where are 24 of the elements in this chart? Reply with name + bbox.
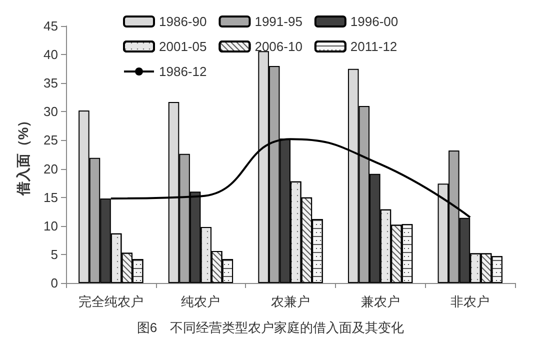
x-tick-label: 兼农户 — [360, 294, 400, 309]
x-tick-label: 纯农户 — [181, 294, 220, 309]
x-tick-label: 完全纯农户 — [78, 294, 144, 309]
y-tick-label: 35 — [44, 76, 58, 91]
legend-label: 1986-12 — [159, 64, 207, 79]
legend-label: 1986-90 — [159, 14, 207, 29]
y-tick-label: 5 — [50, 246, 58, 262]
y-tick-label: 30 — [44, 104, 58, 120]
legend-label: 1996-00 — [350, 14, 398, 29]
y-tick-label: 25 — [44, 132, 58, 148]
x-tick-label: 农兼户 — [271, 294, 310, 309]
y-tick-label: 45 — [44, 18, 58, 34]
legend-label: 2011-12 — [350, 39, 398, 54]
y-tick-label: 40 — [44, 47, 58, 62]
y-axis-title: 借入面（%） — [15, 113, 31, 197]
y-tick-label: 15 — [44, 190, 58, 205]
legend-label: 1991-95 — [254, 14, 302, 29]
text: 图6 不同经营类型农户家庭的借入面及其变化 — [136, 320, 404, 335]
legend-label: 2001-05 — [159, 39, 207, 54]
x-tick-label: 非农户 — [450, 294, 490, 309]
y-tick-label: 10 — [44, 218, 58, 234]
legend-label: 2006-10 — [254, 39, 302, 54]
y-tick-label: 0 — [50, 276, 58, 290]
y-tick-label: 20 — [44, 161, 58, 176]
